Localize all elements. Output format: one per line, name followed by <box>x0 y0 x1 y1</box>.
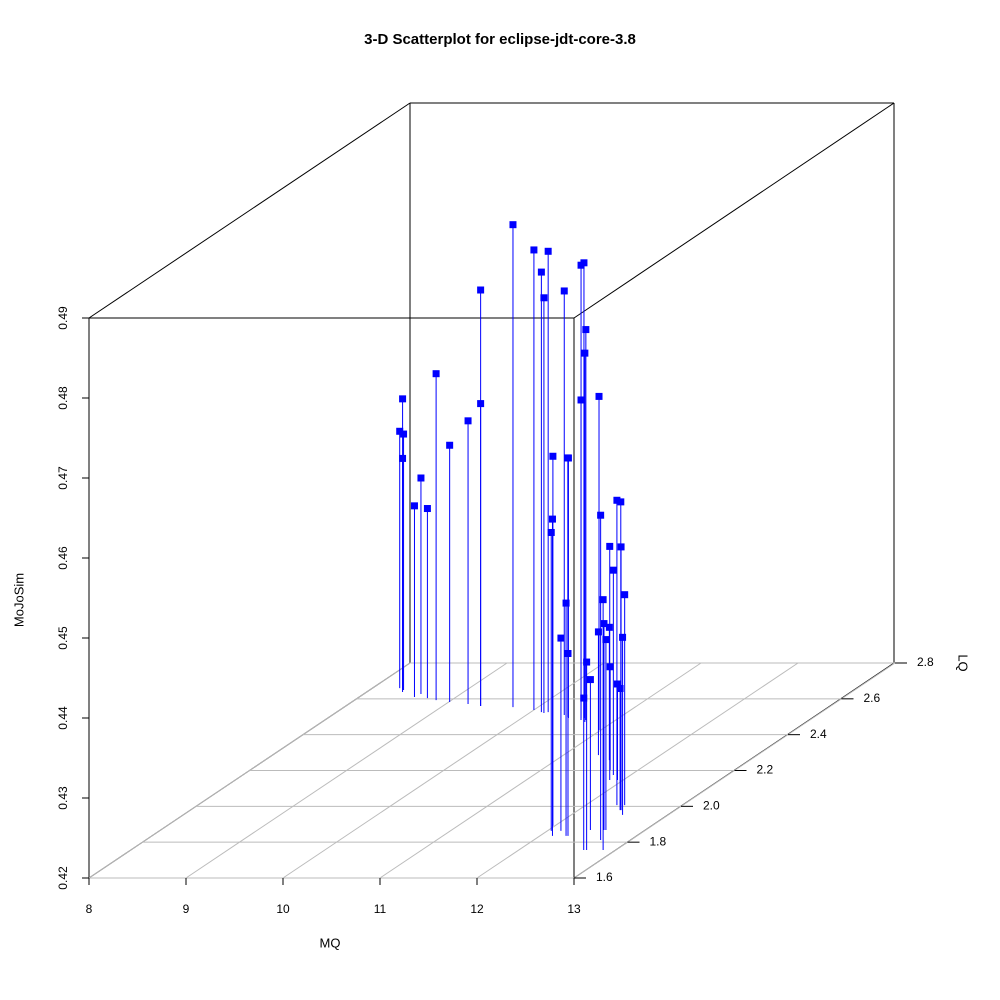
point <box>432 370 440 378</box>
point <box>619 633 627 641</box>
x-tick-label: 10 <box>276 902 290 916</box>
point <box>537 268 545 276</box>
z-tick-label: 0.43 <box>56 786 70 810</box>
point <box>621 591 629 599</box>
point <box>582 326 590 334</box>
x-tick-label: 12 <box>470 902 484 916</box>
y-tick-label: 2.6 <box>864 691 881 705</box>
point <box>410 502 418 510</box>
point <box>423 505 431 513</box>
point <box>600 620 608 628</box>
point <box>613 496 621 504</box>
z-tick-label: 0.48 <box>56 386 70 410</box>
y-tick-label: 1.8 <box>650 834 667 848</box>
point <box>557 634 565 642</box>
point <box>564 454 572 462</box>
point <box>586 676 594 684</box>
point <box>597 511 605 519</box>
z-tick-label: 0.44 <box>56 706 70 730</box>
point <box>609 566 617 574</box>
point <box>477 400 485 408</box>
box-edge <box>88 102 411 319</box>
z-axis-label: MoJoSim <box>11 573 26 627</box>
z-tick-label: 0.46 <box>56 546 70 570</box>
point <box>605 623 613 631</box>
point <box>606 542 614 550</box>
point <box>540 294 548 302</box>
point <box>464 417 472 425</box>
point <box>599 596 607 604</box>
box <box>88 102 895 879</box>
y-axis-label: LQ <box>956 654 971 671</box>
point <box>509 221 517 229</box>
z-tick-label: 0.47 <box>56 466 70 490</box>
chart-title: 3-D Scatterplot for eclipse-jdt-core-3.8 <box>364 31 636 48</box>
point <box>477 286 485 294</box>
point <box>564 649 572 657</box>
y-tick-label: 2.8 <box>917 655 934 669</box>
grid-line <box>88 662 411 879</box>
point <box>399 395 407 403</box>
grid-line <box>476 662 799 879</box>
y-tick-label: 2.0 <box>703 799 720 813</box>
point <box>446 441 454 449</box>
point <box>562 599 570 607</box>
x-tick-label: 13 <box>567 902 581 916</box>
point <box>549 452 557 460</box>
box-edge <box>573 102 895 319</box>
point <box>580 694 588 702</box>
z-tick-label: 0.49 <box>56 306 70 330</box>
point <box>544 247 552 255</box>
grid-line <box>282 662 605 879</box>
point <box>617 543 625 551</box>
point <box>602 636 610 644</box>
point <box>400 430 408 438</box>
point <box>595 392 603 400</box>
x-tick-label: 8 <box>86 902 93 916</box>
point <box>547 528 555 536</box>
y-tick-label: 2.4 <box>810 727 827 741</box>
point <box>417 474 425 482</box>
point <box>617 498 625 506</box>
x-tick-label: 9 <box>183 902 190 916</box>
grid-line <box>185 662 508 879</box>
point <box>396 427 404 435</box>
y-tick-label: 1.6 <box>596 870 613 884</box>
point <box>581 349 589 357</box>
x-tick-label: 11 <box>374 902 387 916</box>
point <box>548 515 556 523</box>
point <box>560 287 568 295</box>
point <box>580 259 588 267</box>
point <box>399 454 407 462</box>
point <box>594 628 602 636</box>
y-tick-label: 2.2 <box>757 763 774 777</box>
grid-line <box>379 662 702 879</box>
point <box>614 680 622 688</box>
point <box>577 396 585 404</box>
z-tick-label: 0.42 <box>56 866 70 890</box>
point <box>583 658 591 666</box>
point <box>530 246 538 254</box>
x-axis-label: MQ <box>320 935 341 950</box>
point <box>606 663 614 671</box>
z-tick-label: 0.45 <box>56 626 70 650</box>
point <box>616 684 624 692</box>
